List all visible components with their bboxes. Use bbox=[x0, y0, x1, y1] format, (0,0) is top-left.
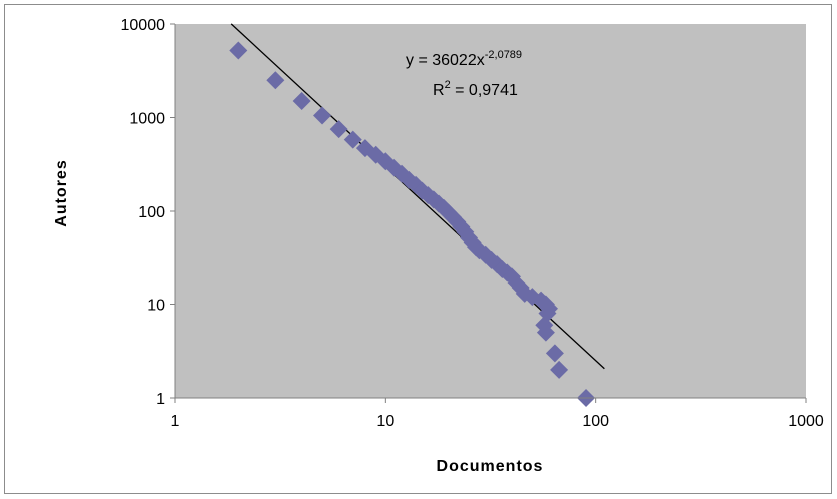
data-point bbox=[292, 92, 311, 111]
x-tick-label: 10 bbox=[376, 413, 394, 430]
x-tick-labels: 1 10 100 1000 bbox=[171, 398, 824, 430]
y-tick-label: 1 bbox=[156, 391, 165, 408]
y-axis-title: Autores bbox=[53, 159, 70, 226]
y-tick-label: 100 bbox=[138, 204, 165, 221]
trendline-equation: y = 36022x-2,0789 bbox=[406, 49, 522, 69]
y-tick-label: 1000 bbox=[129, 111, 165, 128]
data-point bbox=[550, 360, 569, 379]
plot-area bbox=[175, 24, 806, 398]
trendline-equation-exponent: -2,0789 bbox=[485, 49, 522, 61]
data-point bbox=[313, 106, 332, 125]
data-point bbox=[343, 130, 362, 149]
data-point bbox=[536, 323, 555, 342]
data-point bbox=[545, 344, 564, 363]
data-points bbox=[229, 41, 596, 407]
x-tick-label: 1000 bbox=[788, 413, 824, 430]
r-squared-value: = 0,9741 bbox=[451, 82, 518, 99]
r-squared-exponent: 2 bbox=[445, 79, 451, 91]
data-point bbox=[329, 120, 348, 139]
x-tick-label: 1 bbox=[171, 413, 180, 430]
y-tick-label: 10000 bbox=[121, 17, 166, 34]
data-point bbox=[229, 41, 248, 60]
x-tick-label: 100 bbox=[582, 413, 609, 430]
trendline-equation-text: y = 36022x bbox=[406, 52, 485, 69]
x-axis-title: Documentos bbox=[437, 458, 544, 475]
data-point bbox=[476, 245, 495, 264]
r-squared-label: R2 = 0,9741 bbox=[433, 79, 518, 99]
y-tick-labels: 1 10 100 1000 10000 bbox=[121, 17, 175, 408]
y-tick-label: 10 bbox=[147, 298, 165, 315]
data-point bbox=[266, 71, 285, 90]
r-squared-prefix: R bbox=[433, 82, 445, 99]
